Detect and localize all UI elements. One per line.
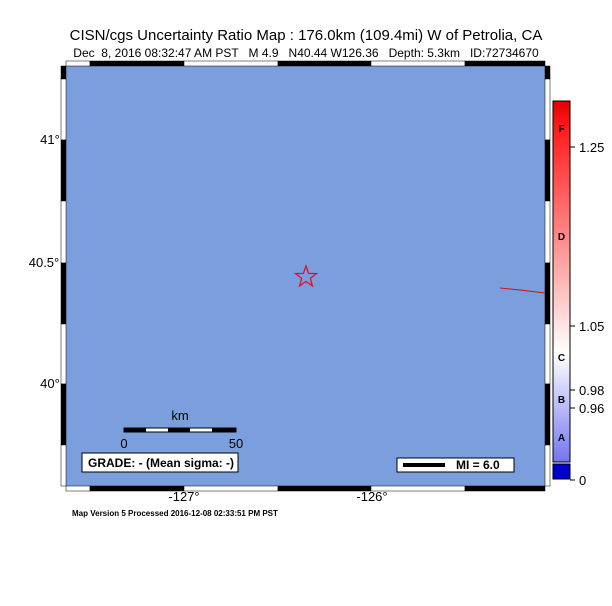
scale-unit: km <box>171 408 188 423</box>
footer: Map Version 5 Processed 2016-12-08 02:33… <box>72 509 278 518</box>
frame-segment <box>60 139 67 202</box>
frame-segment <box>544 262 551 325</box>
grade-box <box>81 452 239 473</box>
map-area <box>66 66 545 486</box>
frame-segment <box>60 383 67 446</box>
frame-segment <box>60 323 67 385</box>
frame-segment <box>464 485 546 492</box>
colorbar-letter: F <box>558 124 564 135</box>
colorbar-letter: A <box>558 433 565 444</box>
frame-segment <box>370 60 466 67</box>
frame-segment <box>60 444 67 487</box>
frame-segment <box>65 60 91 67</box>
frame-segment <box>544 78 551 141</box>
colorbar-label: 0.98 <box>579 383 604 398</box>
colorbar <box>552 100 571 463</box>
title: CISN/cgs Uncertainty Ratio Map : 176.0km… <box>70 27 543 44</box>
lat-label: 40.5° <box>29 255 60 270</box>
lat-label: 41° <box>40 132 60 147</box>
colorbar-letter: D <box>558 232 565 243</box>
colorbar-label: 0.96 <box>579 401 604 416</box>
frame-segment <box>60 78 67 141</box>
mi-box <box>396 457 515 473</box>
frame-segment <box>544 444 551 487</box>
map-frame <box>60 60 551 492</box>
colorbar-letter: C <box>558 353 565 364</box>
scale-bar <box>123 427 237 433</box>
frame-segment <box>183 60 279 67</box>
frame-segment <box>89 60 185 67</box>
frame-segment <box>544 65 551 80</box>
frame-segment <box>60 262 67 325</box>
colorbar-label: 1.25 <box>579 140 604 155</box>
frame-segment <box>60 65 67 80</box>
lon-label: -127° <box>168 489 199 504</box>
lat-label: 40° <box>40 376 60 391</box>
mi-line <box>403 463 445 467</box>
frame-segment <box>65 485 91 492</box>
subtitle: Dec 8, 2016 08:32:47 AM PST M 4.9 N40.44… <box>73 46 539 60</box>
grade: GRADE: - (Mean sigma: -) <box>88 456 234 470</box>
scale-tick: 0 <box>120 436 127 451</box>
scale-tick: 50 <box>229 436 243 451</box>
frame-segment <box>544 383 551 446</box>
colorbar-letter: B <box>558 395 565 406</box>
frame-segment <box>544 200 551 264</box>
lon-label: -126° <box>356 489 387 504</box>
mi-legend: MI = 6.0 <box>456 458 500 472</box>
frame-segment <box>60 200 67 264</box>
frame-segment <box>277 60 372 67</box>
frame-segment <box>544 139 551 202</box>
colorbar-label: 1.05 <box>579 319 604 334</box>
frame-segment <box>544 323 551 385</box>
colorbar-zero <box>552 463 571 480</box>
colorbar-label: 0 <box>579 473 586 488</box>
frame-segment <box>464 60 546 67</box>
coastline <box>499 287 546 294</box>
epicenter <box>293 264 319 288</box>
